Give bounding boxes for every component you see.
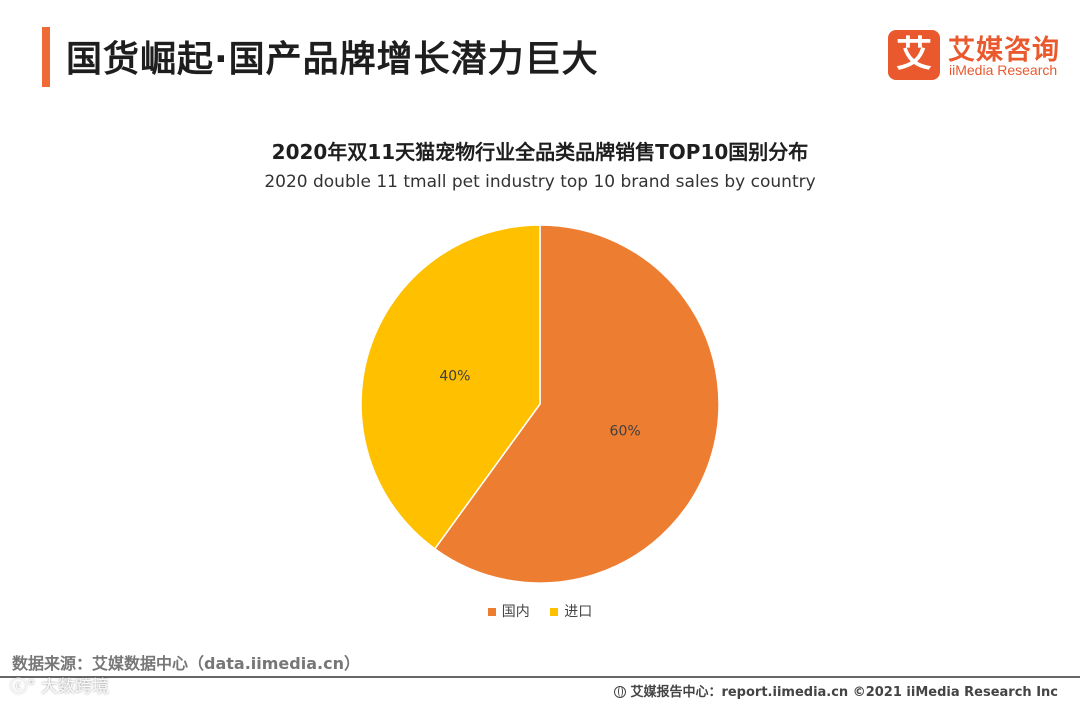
legend-label-domestic: 国内 (501, 604, 530, 620)
logo-name-en: iiMedia Research (949, 62, 1058, 78)
title-accent-bar (42, 27, 50, 87)
legend-item-imported: 进口 (550, 601, 592, 621)
chart-title: 2020年双11天猫宠物行业全品类品牌销售TOP10国别分布 (271, 140, 809, 164)
watermark: ⓒ° 大数跨境 (10, 677, 109, 697)
data-source: 数据来源：艾媒数据中心（data.iimedia.cn） (12, 654, 360, 673)
legend-swatch-domestic (487, 608, 496, 616)
pie-slices (360, 224, 720, 584)
page-title: 国货崛起·国产品牌增长潜力巨大 (66, 39, 599, 80)
pie-label-imported: 40% (439, 368, 470, 384)
brand-logo: 艾 艾媒咨询 iiMedia Research (888, 30, 1068, 82)
pie-slice-domestic (433, 224, 720, 584)
footer-divider (0, 676, 1080, 678)
footer: 艾媒报告中心：report.iimedia.cn ©2021 iiMedia R… (614, 681, 1058, 700)
logo-mark: 艾 (888, 30, 940, 80)
logo-name-cn: 艾媒咨询 (948, 35, 1060, 66)
footer-text: 艾媒报告中心：report.iimedia.cn ©2021 iiMedia R… (630, 685, 1058, 700)
legend-item-domestic: 国内 (487, 601, 530, 621)
legend-swatch-imported (550, 608, 559, 616)
legend-label-imported: 进口 (564, 604, 593, 620)
chart-legend: 国内 进口 (0, 601, 1080, 621)
pie-label-domestic: 60% (610, 424, 641, 440)
pie-labels: 60% 40% (439, 368, 640, 439)
globe-icon (614, 686, 627, 698)
pie-slice-imported (360, 224, 541, 550)
chart-subtitle: 2020 double 11 tmall pet industry top 10… (264, 172, 816, 192)
